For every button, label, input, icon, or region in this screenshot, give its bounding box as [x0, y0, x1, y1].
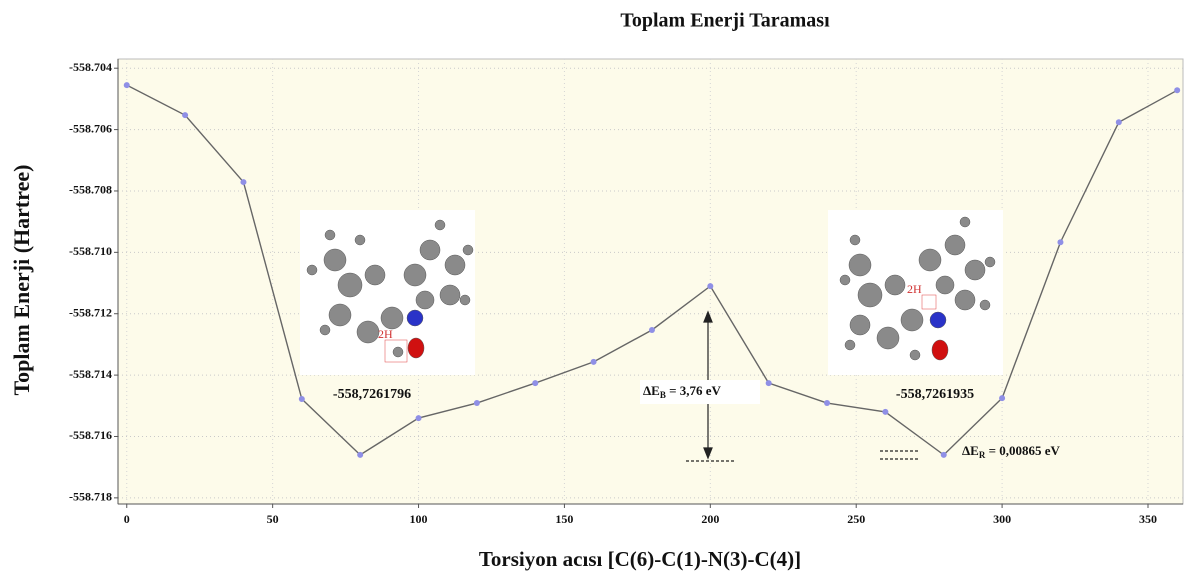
x-tick-label: 250: [847, 512, 865, 526]
data-point: [124, 82, 130, 88]
data-point: [882, 409, 888, 415]
x-tick-label: 200: [701, 512, 719, 526]
data-point: [182, 112, 188, 118]
x-axis-label: Torsiyon acısı [C(6)-C(1)-N(3)-C(4)]: [479, 547, 801, 571]
data-point: [240, 179, 246, 185]
molecule-label: 2H: [907, 282, 922, 296]
y-tick-label: -558.708: [69, 183, 112, 197]
y-tick-label: -558.706: [69, 121, 112, 135]
y-tick-label: -558.704: [69, 60, 112, 74]
y-tick-label: -558.714: [69, 367, 112, 381]
x-tick-label: 150: [555, 512, 573, 526]
annotation-part: ΔE: [643, 383, 660, 398]
x-tick-label: 100: [410, 512, 428, 526]
annotation: ΔER = 0,00865 eV: [962, 443, 1061, 460]
data-point: [1057, 239, 1063, 245]
x-tick-label: 50: [267, 512, 279, 526]
y-tick-label: -558.712: [69, 305, 112, 319]
annotation: -558,7261935: [896, 387, 974, 402]
data-point: [416, 415, 422, 421]
x-tick-label: 0: [124, 512, 130, 526]
y-tick-label: -558.716: [69, 428, 112, 442]
y-axis-label: Toplam Enerji (Hartree): [9, 165, 34, 396]
data-point: [707, 283, 713, 289]
data-point: [766, 380, 772, 386]
data-point: [1174, 87, 1180, 93]
data-point: [299, 396, 305, 402]
data-point: [532, 380, 538, 386]
data-point: [941, 452, 947, 458]
annotation-part: = 0,00865 eV: [985, 443, 1060, 458]
annotation-part: = 3,76 eV: [666, 383, 722, 398]
y-tick-label: -558.710: [69, 244, 112, 258]
x-tick-label: 350: [1139, 512, 1157, 526]
annotation: ΔEB = 3,76 eV: [643, 383, 722, 400]
data-point: [474, 400, 480, 406]
chart-title: Toplam Enerji Taraması: [620, 10, 830, 32]
data-point: [999, 395, 1005, 401]
annotation: -558,7261796: [333, 387, 411, 402]
data-point: [357, 452, 363, 458]
data-point: [649, 327, 655, 333]
plot-area: [118, 59, 1183, 504]
x-tick-label: 300: [993, 512, 1011, 526]
molecule-label: 2H: [378, 327, 393, 341]
y-tick-label: -558.718: [69, 490, 112, 504]
molecule-left: [300, 210, 475, 375]
chart: Toplam Enerji Taraması Toplam Enerji (Ha…: [0, 0, 1196, 579]
data-point: [591, 359, 597, 365]
data-point: [1116, 119, 1122, 125]
data-point: [824, 400, 830, 406]
annotation-part: ΔE: [962, 443, 979, 458]
